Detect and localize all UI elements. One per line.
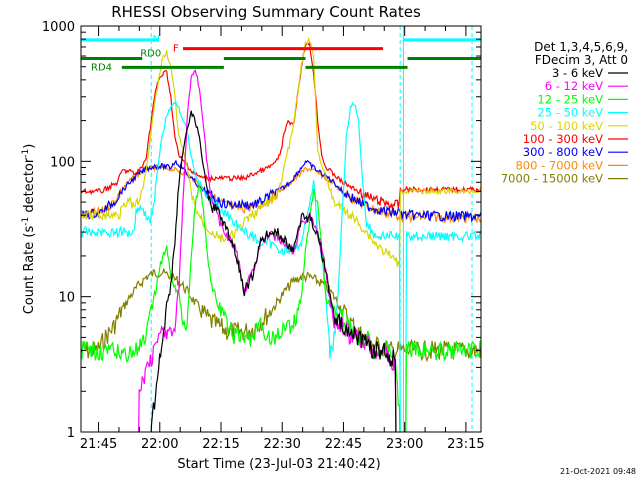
series-line-5 (81, 41, 481, 211)
mode-bar-label-0: N (153, 34, 160, 45)
series-line-0 (150, 110, 397, 432)
legend-entry-4: 50 - 100 keV (530, 119, 603, 133)
footer-date: 21-Oct-2021 09:48 (560, 467, 636, 476)
series-line-6 (81, 159, 481, 223)
legend-entry-8: 7000 - 15000 keV (501, 172, 603, 186)
y-axis-label: Count Rate (s-1 detector-1) (21, 144, 37, 315)
observing-mode-bars: N F RD0 RD4 (81, 34, 481, 73)
mode-bar-label-4: RD4 (91, 62, 112, 73)
x-tick-label-4: 22:45 (325, 437, 362, 452)
x-tick-label-0: 21:45 (80, 437, 117, 452)
x-axis-label: Start Time (23-Jul-03 21:40:42) (177, 457, 380, 472)
x-tick-label-6: 23:15 (447, 437, 484, 452)
y-tick-label-0: 1 (67, 426, 75, 441)
legend-entry-2: 12 - 25 keV (537, 92, 603, 106)
series-line-1 (138, 69, 397, 432)
y-tick-label-3: 1000 (42, 20, 75, 35)
plot-area (81, 26, 481, 432)
legend-entry-3: 25 - 50 keV (537, 106, 603, 120)
legend-entry-6: 300 - 800 keV (523, 145, 603, 159)
x-tick-label-3: 22:30 (263, 437, 300, 452)
legend-header-1: Det 1,3,4,5,6,9, (534, 40, 628, 54)
x-tick-label-5: 23:00 (386, 437, 423, 452)
series-line-2 (81, 184, 481, 432)
x-tick-label-2: 22:15 (202, 437, 239, 452)
mode-bar-label-2: F (173, 44, 179, 55)
legend-entry-1: 6 - 12 keV (545, 79, 603, 93)
plot-frame (80, 25, 482, 433)
series-line-3 (81, 101, 481, 432)
chart-title: RHESSI Observing Summary Count Rates (111, 3, 421, 21)
axes: 1 10 100 1000 21:45 22:00 22:15 22:30 22:45 23:00… (42, 20, 485, 452)
y-tick-label-1: 10 (58, 291, 75, 306)
legend-entry-7: 800 - 7000 keV (515, 158, 603, 172)
legend-entry-5: 100 - 300 keV (523, 132, 603, 146)
x-tick-label-1: 22:00 (141, 437, 178, 452)
legend-entry-0: 3 - 6 keV (552, 66, 603, 80)
mode-bar-label-3: RD0 (140, 49, 161, 60)
legend-header-2: FDecim 3, Att 0 (535, 53, 628, 67)
y-tick-label-2: 100 (50, 155, 75, 170)
legend: Det 1,3,4,5,6,9, FDecim 3, Att 0 3 - 6 k… (501, 40, 628, 186)
series-line-4 (81, 36, 481, 267)
